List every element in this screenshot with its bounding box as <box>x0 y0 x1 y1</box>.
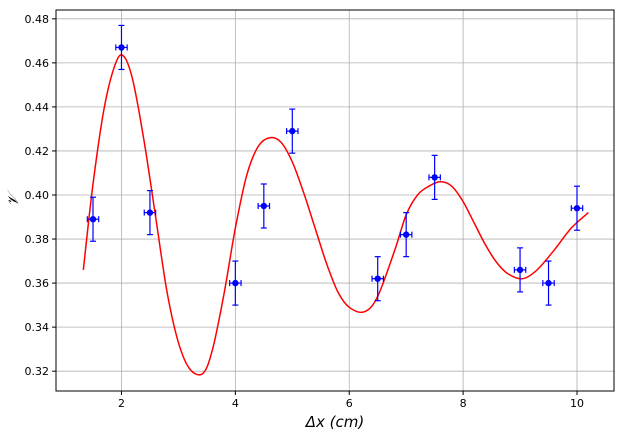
data-point <box>513 247 527 293</box>
fit-curve-line <box>82 54 589 376</box>
data-point <box>286 108 299 154</box>
data-marker <box>89 216 97 223</box>
x-tick-label: 8 <box>460 397 467 410</box>
x-axis-label: Δx (cm) <box>305 413 364 431</box>
y-tick-label: 0.46 <box>25 57 50 70</box>
y-tick-label: 0.40 <box>25 189 50 202</box>
data-point <box>542 260 555 306</box>
data-point <box>257 183 271 229</box>
y-tick-label: 0.38 <box>25 233 50 246</box>
data-point <box>86 196 100 242</box>
y-tick-label: 0.34 <box>25 321 50 334</box>
y-tick-label: 0.36 <box>25 277 50 290</box>
x-tick-label: 2 <box>118 397 125 410</box>
data-marker <box>516 266 524 274</box>
data-marker <box>573 205 581 212</box>
data-point <box>570 185 584 231</box>
data-point <box>143 189 157 236</box>
data-marker <box>146 209 154 216</box>
data-point <box>428 154 441 200</box>
plot-frame <box>55 9 615 392</box>
x-tick-label: 10 <box>570 397 584 410</box>
x-tick-label: 4 <box>232 397 239 410</box>
data-marker <box>289 127 296 135</box>
data-point <box>115 24 128 71</box>
y-tick-label: 0.42 <box>25 145 50 158</box>
data-marker <box>118 44 125 51</box>
axis-ticks: 2 4 6 8 10 0.32 0.34 0.36 0.38 0.40 0.42 0.44 0.46 0.… <box>25 13 584 410</box>
data-marker <box>374 275 381 282</box>
data-points-group <box>86 24 584 306</box>
data-marker <box>232 279 239 287</box>
grid <box>56 10 614 391</box>
data-point <box>229 260 242 306</box>
data-marker <box>431 174 438 181</box>
data-marker <box>402 231 410 238</box>
data-point <box>371 256 384 302</box>
y-axis-label: 𝒱 <box>4 190 22 207</box>
y-tick-label: 0.48 <box>25 13 50 26</box>
y-tick-label: 0.44 <box>25 101 50 114</box>
fit-curve-group <box>82 54 589 376</box>
y-tick-label: 0.32 <box>25 365 50 378</box>
x-tick-label: 6 <box>346 397 353 410</box>
data-marker <box>260 202 268 210</box>
data-point <box>399 212 413 258</box>
data-marker <box>545 279 552 287</box>
